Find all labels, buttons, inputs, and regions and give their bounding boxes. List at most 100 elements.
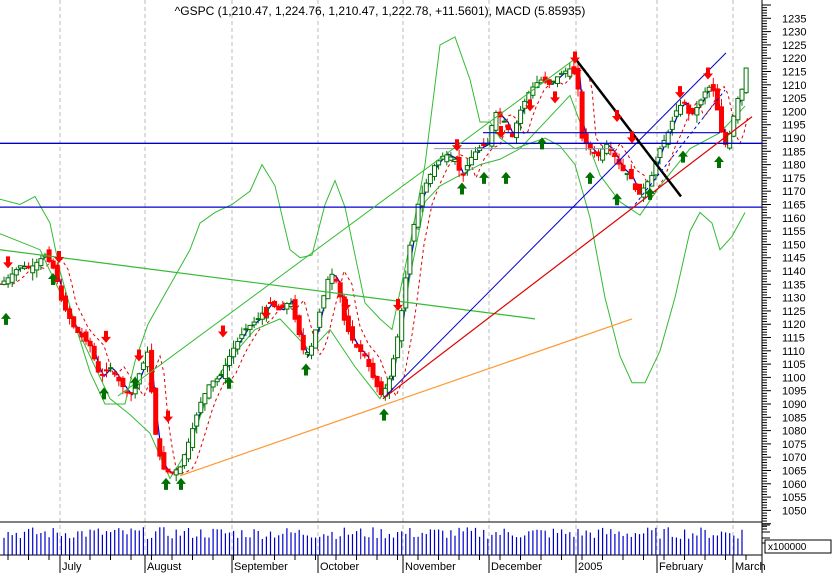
bullish-candle xyxy=(739,88,745,101)
bearish-candle xyxy=(374,375,380,388)
bearish-candle xyxy=(280,304,286,309)
bearish-candle xyxy=(686,104,692,114)
bullish-candle xyxy=(448,156,454,161)
bearish-candle xyxy=(333,278,339,282)
volume-multiplier-label: x100000 xyxy=(768,542,807,553)
y-axis-label: 1180 xyxy=(782,160,806,172)
bullish-candle xyxy=(727,132,733,149)
bullish-candle xyxy=(735,98,741,121)
chart-title: ^GSPC (1,210.47, 1,224.76, 1,210.47, 1,2… xyxy=(174,4,586,18)
sell-arrow-icon xyxy=(525,99,535,112)
bearish-candle xyxy=(296,315,302,336)
bearish-candle xyxy=(95,361,101,373)
y-axis-label: 1225 xyxy=(782,40,806,52)
month-label: 2005 xyxy=(578,561,602,573)
bearish-candle xyxy=(591,151,597,154)
bullish-candle xyxy=(288,303,294,307)
bearish-candle xyxy=(358,344,364,353)
y-axis-label: 1135 xyxy=(782,279,806,291)
bearish-candle xyxy=(50,260,56,269)
bearish-candle xyxy=(509,133,515,138)
buy-arrow-icon xyxy=(1,312,11,325)
buy-arrow-icon xyxy=(585,171,595,184)
bullish-candle xyxy=(514,122,519,139)
bullish-candle xyxy=(325,278,331,300)
bullish-candle xyxy=(140,362,146,371)
bearish-candle xyxy=(124,391,130,394)
y-axis-label: 1050 xyxy=(782,505,806,517)
buy-arrow-icon xyxy=(379,408,389,421)
bullish-candle xyxy=(423,182,429,193)
buy-arrow-icon xyxy=(130,376,140,389)
buy-arrow-icon xyxy=(99,387,109,400)
buy-arrow-icon xyxy=(612,193,622,206)
bearish-candle xyxy=(83,331,89,342)
y-axis-label: 1115 xyxy=(782,333,805,345)
dashed-channel-line xyxy=(634,89,726,205)
bullish-candle xyxy=(1,280,7,285)
month-label: March xyxy=(735,561,766,573)
y-axis-label: 1210 xyxy=(782,80,806,92)
sell-arrow-icon xyxy=(627,131,637,144)
y-axis-label: 1070 xyxy=(782,452,806,464)
y-axis-label: 1120 xyxy=(782,319,806,331)
bullish-candle xyxy=(186,441,191,460)
bullish-candle xyxy=(432,165,437,177)
bullish-candle xyxy=(190,428,196,448)
sell-arrow-icon xyxy=(703,67,713,80)
bullish-candle xyxy=(731,115,737,137)
bullish-candle xyxy=(235,340,241,350)
bullish-candle xyxy=(145,351,150,368)
sell-arrow-icon xyxy=(675,86,685,99)
bullish-candle xyxy=(251,321,257,326)
bullish-candle xyxy=(464,165,470,171)
bullish-candle xyxy=(600,148,606,161)
bullish-candle xyxy=(321,295,327,309)
bullish-candle xyxy=(673,110,679,117)
y-axis-label: 1215 xyxy=(782,67,806,79)
bearish-candle xyxy=(378,381,384,396)
bullish-candle xyxy=(30,265,36,274)
bearish-candle xyxy=(300,334,306,351)
bullish-candle xyxy=(309,345,314,356)
bullish-candle xyxy=(411,223,417,242)
bullish-candle xyxy=(427,173,433,185)
bearish-candle xyxy=(112,372,118,375)
bearish-candle xyxy=(362,353,368,357)
bearish-candle xyxy=(632,183,638,191)
bearish-candle xyxy=(157,438,163,457)
y-axis-label: 1110 xyxy=(782,346,805,358)
bearish-candle xyxy=(276,305,282,311)
bullish-candle xyxy=(489,125,495,147)
bearish-candle xyxy=(272,300,278,308)
bullish-candle xyxy=(501,120,507,123)
orange-trend-line xyxy=(179,318,633,477)
sell-arrow-icon xyxy=(3,256,13,269)
bullish-candle xyxy=(202,393,208,405)
bearish-candle xyxy=(292,299,298,320)
y-axis-label: 1090 xyxy=(782,399,806,411)
sell-arrow-icon xyxy=(550,91,560,104)
bullish-candle xyxy=(624,172,630,176)
bullish-candle xyxy=(550,80,556,83)
bearish-candle xyxy=(120,377,126,388)
bullish-candle xyxy=(706,86,712,92)
month-label: December xyxy=(491,561,542,573)
bullish-candle xyxy=(218,374,224,377)
bearish-candle xyxy=(608,149,614,152)
sell-arrow-icon xyxy=(496,126,506,138)
bullish-candle xyxy=(108,367,114,370)
signal-line xyxy=(0,68,749,474)
month-label: July xyxy=(62,561,82,573)
bullish-candle xyxy=(5,277,11,285)
bearish-candle xyxy=(26,265,32,269)
bullish-candle xyxy=(391,358,396,377)
y-axis-label: 1165 xyxy=(782,200,806,212)
buy-arrow-icon xyxy=(678,150,688,163)
y-axis-label: 1185 xyxy=(782,146,806,158)
bearish-candle xyxy=(165,468,171,473)
bearish-candle xyxy=(366,359,372,367)
bearish-candle xyxy=(268,301,273,304)
bullish-candle xyxy=(9,273,15,283)
